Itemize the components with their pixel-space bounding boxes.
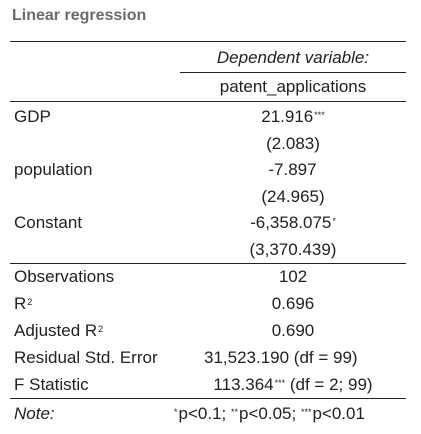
stat-label-observations: Observations <box>14 267 115 286</box>
coef-stats-rule <box>10 263 406 264</box>
stat-label-rse: Residual Std. Error <box>14 348 158 367</box>
coef-estimate-constant: -6,358.075* <box>250 213 336 232</box>
stat-value-rse: 31,523.190 (df = 99) <box>204 348 358 367</box>
coef-name-gdp: GDP <box>14 107 51 126</box>
coef-se-gdp: (2.083) <box>266 134 320 153</box>
stat-label-adjusted-r2: Adjusted R2 <box>14 321 104 340</box>
bottom-rule <box>10 398 406 399</box>
stat-value-fstat: 113.364*** (df = 2; 99) <box>213 375 373 394</box>
coef-se-population: (24.965) <box>261 187 325 206</box>
stat-value-observations: 102 <box>278 267 308 286</box>
dependent-variable-name: patent_applications <box>219 77 367 96</box>
stat-label-fstat: F Statistic <box>14 375 89 394</box>
coef-name-constant: Constant <box>14 213 83 232</box>
coef-se-constant: (3,370.439) <box>249 240 337 259</box>
significance-stars: *** <box>274 378 286 388</box>
stat-value-r2: 0.696 <box>271 294 315 313</box>
coef-name-population: population <box>14 160 93 179</box>
top-rule <box>10 41 406 42</box>
dependent-variable-underline <box>180 72 406 73</box>
note-label: Note: <box>14 404 55 423</box>
dependent-variable-label: Dependent variable: <box>216 48 370 67</box>
stat-label-r2: R2 <box>14 294 33 313</box>
coef-estimate-population: -7.897 <box>268 160 317 179</box>
significance-stars: * <box>332 216 336 226</box>
header-rule <box>10 101 406 102</box>
note-text: *p<0.1; **p<0.05; ***p<0.01 <box>174 404 365 423</box>
table-title: Linear regression <box>12 7 147 24</box>
coef-estimate-gdp: 21.916*** <box>261 107 325 126</box>
stat-value-adjusted-r2: 0.690 <box>271 321 315 340</box>
significance-stars: *** <box>314 110 325 120</box>
